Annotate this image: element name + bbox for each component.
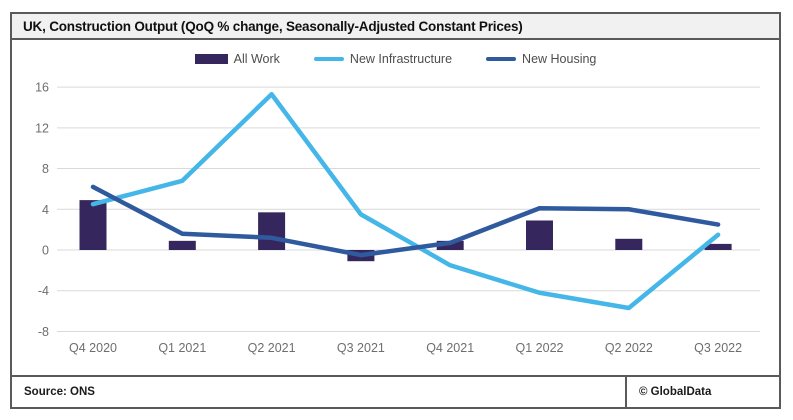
bar-q2-2022 bbox=[615, 238, 643, 250]
legend-item-new-housing: New Housing bbox=[486, 52, 596, 66]
y-tick-label: 16 bbox=[35, 81, 49, 95]
x-tick-label: Q1 2021 bbox=[158, 341, 206, 355]
y-tick-label: -8 bbox=[38, 325, 49, 339]
y-tick-label: 8 bbox=[42, 162, 49, 176]
new-infrastructure-line-swatch bbox=[313, 57, 344, 61]
chart-title: UK, Construction Output (QoQ % change, S… bbox=[23, 18, 523, 34]
chart-footer: Source: ONS © GlobalData bbox=[12, 375, 779, 407]
legend-item-all-work: All Work bbox=[194, 52, 280, 66]
legend-label-new-infrastructure: New Infrastructure bbox=[349, 52, 453, 66]
y-tick-label: 12 bbox=[35, 121, 49, 135]
new-infrastructure-line bbox=[90, 91, 721, 311]
construction-output-chart: -8 -4 0 4 8 12 16 Q4 2020 Q1 2021 Q2 2021 Q3 2021 Q… bbox=[12, 40, 779, 375]
legend-label-all-work: All Work bbox=[233, 52, 280, 66]
legend-label-new-housing: New Housing bbox=[522, 52, 597, 66]
new-housing-line-swatch bbox=[486, 57, 517, 61]
x-tick-label: Q4 2021 bbox=[426, 341, 474, 355]
bar-q1-2021 bbox=[168, 240, 196, 250]
all-work-bar-swatch bbox=[194, 54, 228, 64]
source-label: Source: ONS bbox=[24, 386, 95, 398]
x-tick-label: Q2 2022 bbox=[605, 341, 653, 355]
chart-region: All Work New Infrastructure New Housing … bbox=[12, 40, 779, 375]
chart-figure: UK, Construction Output (QoQ % change, S… bbox=[10, 12, 781, 409]
x-tick-label: Q3 2022 bbox=[694, 341, 742, 355]
y-tick-label: 4 bbox=[42, 203, 49, 217]
new-housing-line bbox=[90, 184, 721, 258]
bar-q4-2021 bbox=[436, 240, 464, 250]
x-tick-label: Q1 2022 bbox=[516, 341, 564, 355]
bar-q2-2021 bbox=[258, 212, 286, 250]
x-tick-label: Q4 2020 bbox=[69, 341, 117, 355]
bar-q4-2020 bbox=[79, 200, 107, 250]
chart-title-bar: UK, Construction Output (QoQ % change, S… bbox=[12, 14, 779, 40]
bar-q3-2022 bbox=[704, 243, 732, 250]
chart-legend: All Work New Infrastructure New Housing bbox=[12, 52, 779, 66]
y-tick-label: 0 bbox=[42, 244, 49, 258]
globaldata-copyright: © GlobalData bbox=[625, 377, 779, 407]
legend-item-new-infrastructure: New Infrastructure bbox=[313, 52, 453, 66]
y-tick-label: -4 bbox=[38, 284, 49, 298]
bar-q1-2022 bbox=[526, 220, 553, 250]
x-tick-label: Q3 2021 bbox=[337, 341, 385, 355]
x-tick-label: Q2 2021 bbox=[248, 341, 296, 355]
